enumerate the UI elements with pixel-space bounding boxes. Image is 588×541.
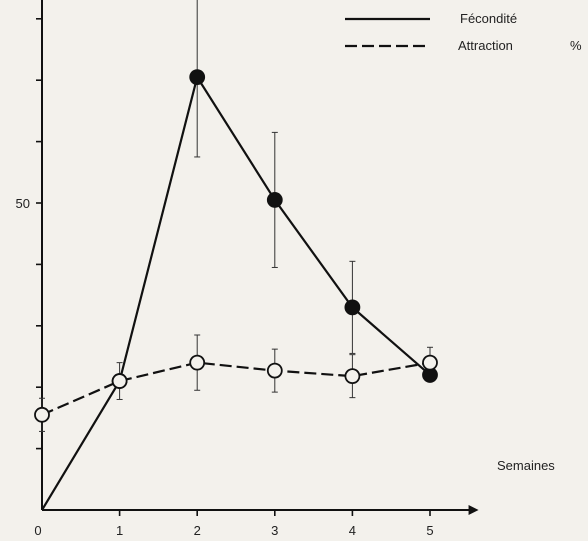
series-line-1: [41, 361, 431, 416]
unit-label: %: [570, 38, 582, 53]
legend: Fécondité Attraction %: [345, 11, 582, 53]
series-line-0: [41, 74, 431, 511]
point-1-4: [344, 368, 361, 385]
y-ticks: 50: [16, 17, 42, 450]
point-1-3: [266, 362, 283, 379]
legend-label-attraction: Attraction: [458, 38, 513, 53]
point-0-3: [266, 192, 283, 208]
series-markers: [34, 69, 438, 423]
point-0-4: [344, 299, 361, 316]
point-1-1: [111, 373, 128, 389]
x-ticks: 0 1 2 3 4 5: [34, 510, 434, 538]
x-tick-label-3: 3: [271, 523, 278, 538]
x-tick-label-1: 1: [116, 523, 123, 538]
point-1-2: [189, 354, 206, 371]
point-1-5: [422, 354, 438, 371]
x-tick-label-0: 0: [34, 523, 41, 538]
x-tick-label-2: 2: [194, 523, 201, 538]
x-tick-label-4: 4: [349, 523, 356, 538]
x-tick-label-5: 5: [426, 523, 433, 538]
series-lines: [41, 74, 431, 511]
x-axis-label: Semaines: [497, 458, 555, 473]
x-axis-arrow: [468, 505, 479, 515]
axes: [41, 0, 479, 515]
point-0-2: [189, 69, 206, 86]
y-tick-label-50: 50: [16, 196, 30, 211]
point-1-0: [34, 406, 50, 423]
legend-label-fecondite: Fécondité: [460, 11, 517, 26]
error-bars: [39, 0, 433, 432]
